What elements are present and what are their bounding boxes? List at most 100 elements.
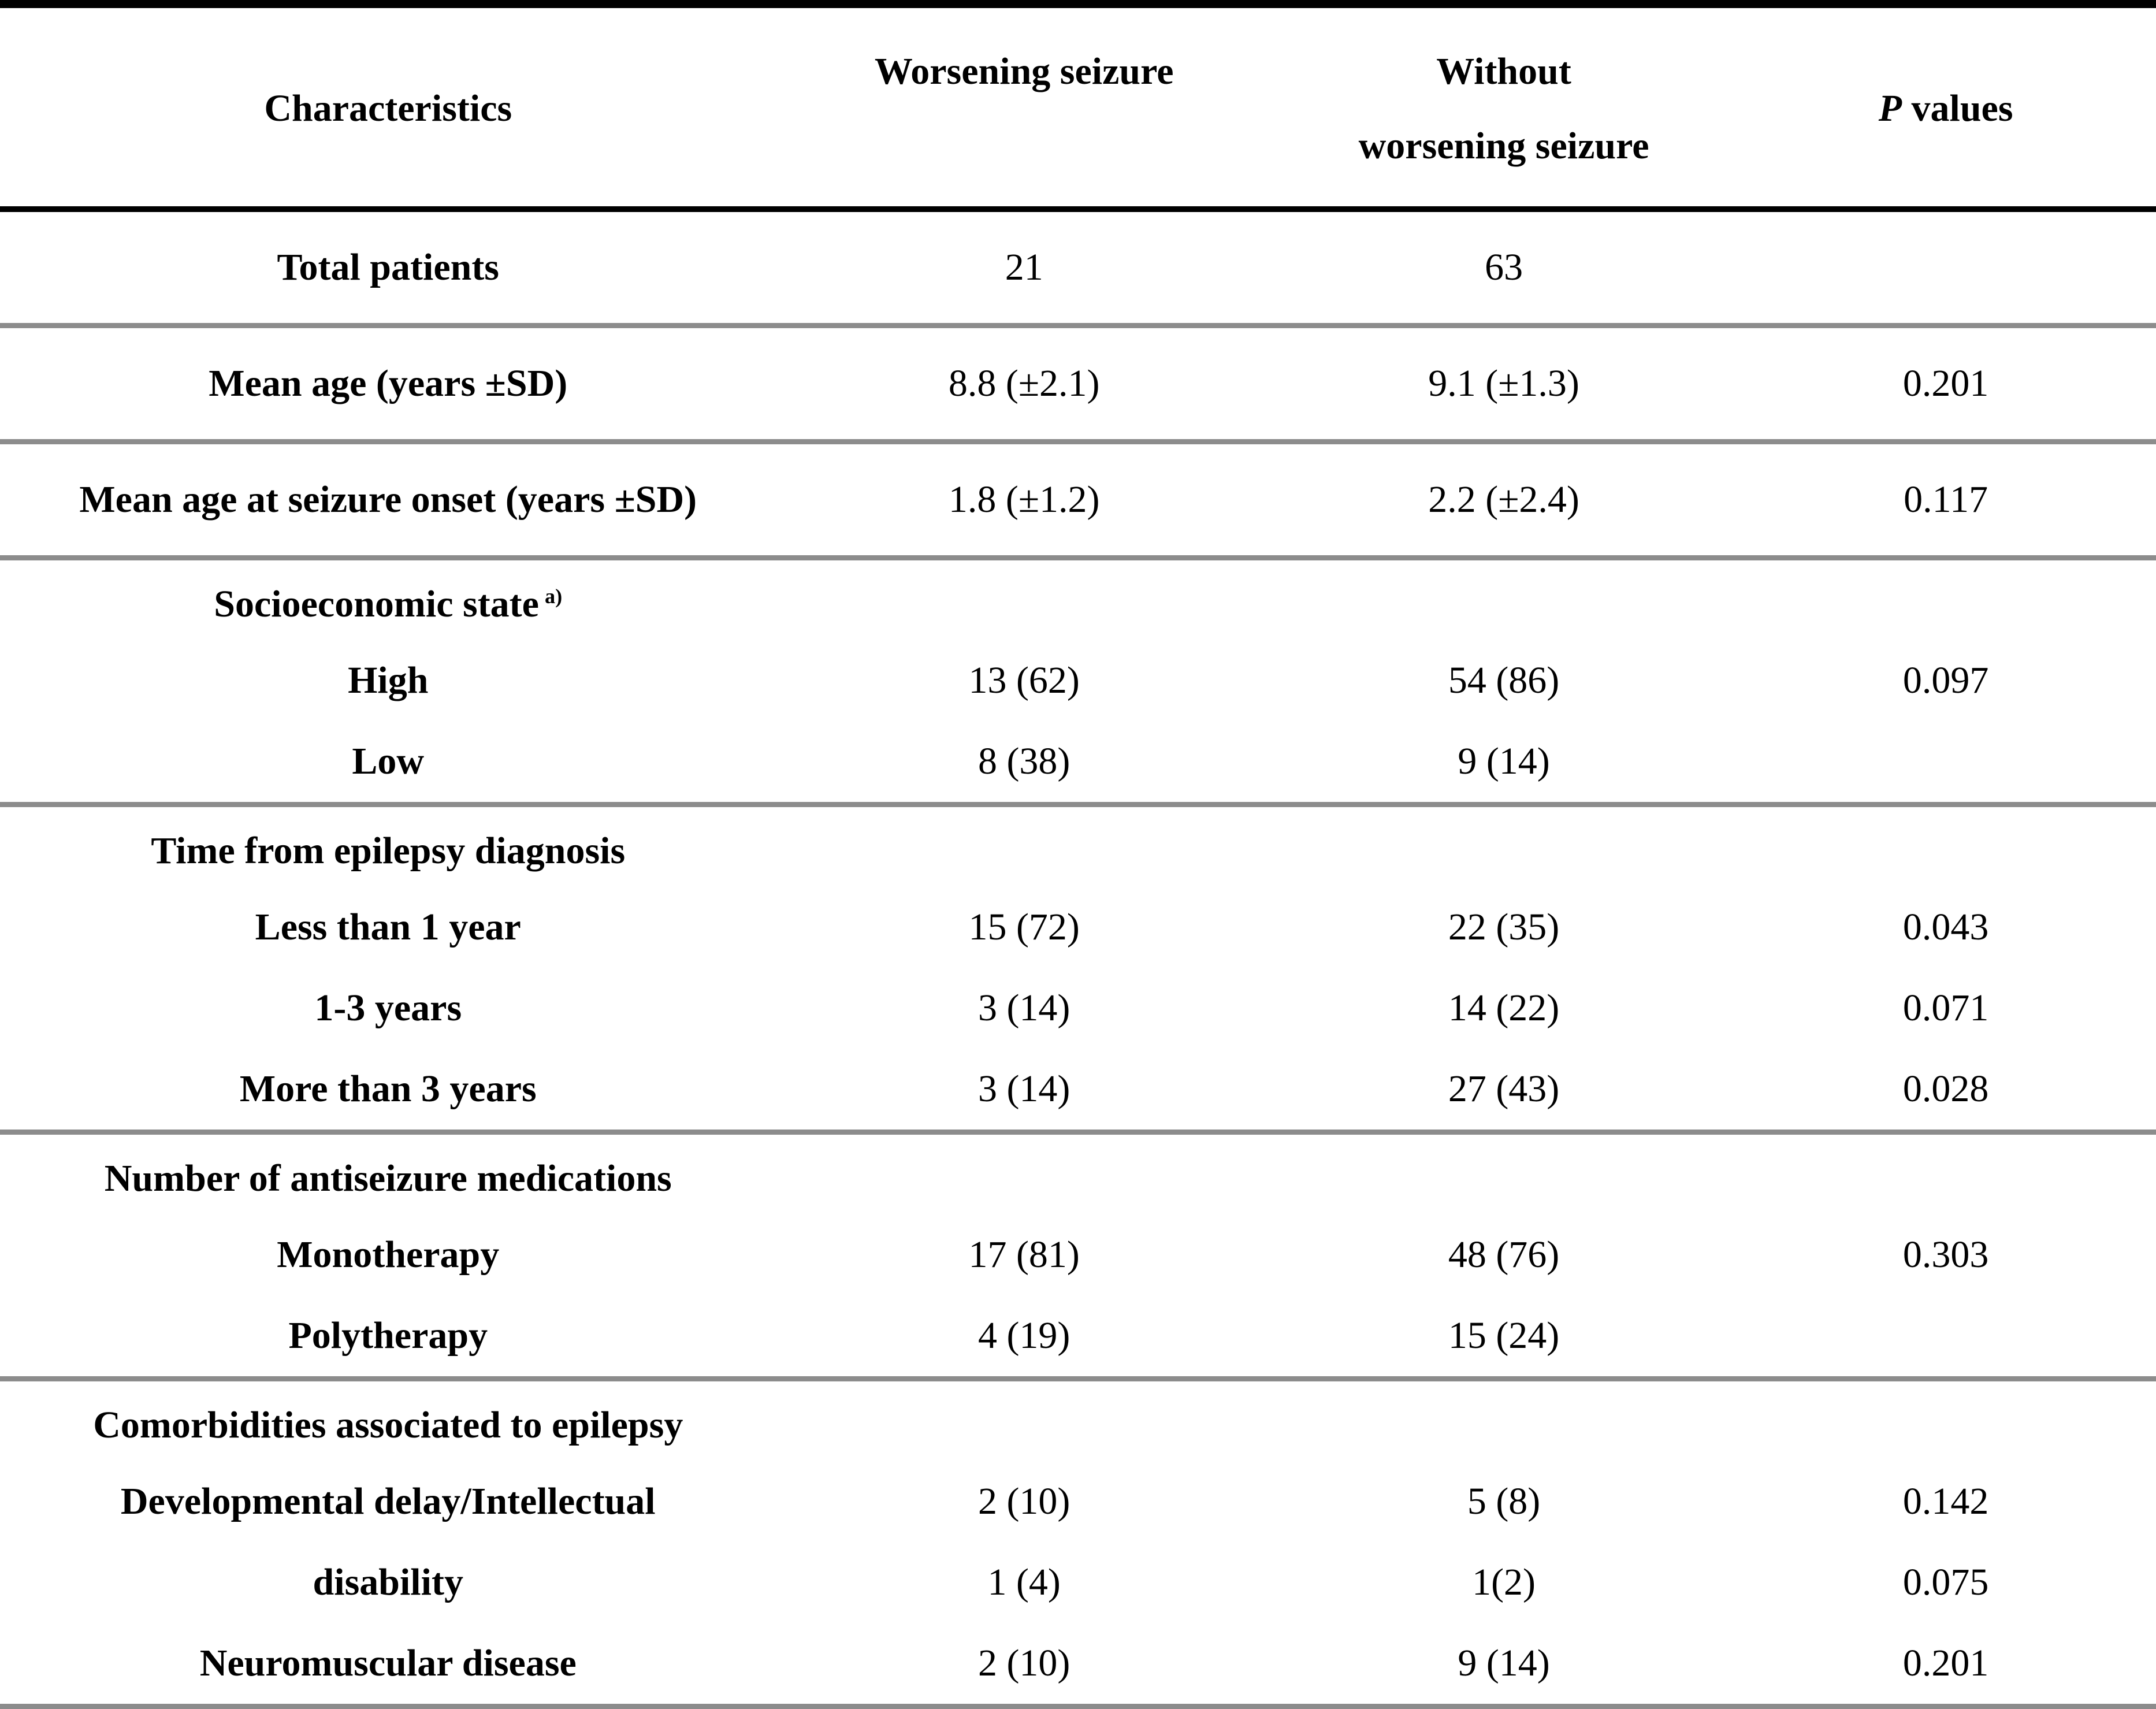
table-row-1-3-years: 1-3 years 3 (14) 14 (22) 0.071 [0,968,2156,1049]
table-row-less-than-1-year: Less than 1 year 15 (72) 22 (35) 0.043 [0,887,2156,968]
table-row-neuromuscular-disease: Neuromuscular disease 2 (10) 9 (14) 0.20… [0,1623,2156,1707]
cell-worsening: 13 (62) [968,659,1080,702]
cell-p-value: 0.201 [1902,362,1989,405]
table-row-disability: disability 1 (4) 1(2) 0.075 [0,1542,2156,1623]
cell-p-value: 0.201 [1902,1642,1989,1685]
table-row-mean-age-at-onset: Mean age at seizure onset (years ±SD) 1.… [0,442,2156,558]
cell-without: 9.1 (±1.3) [1428,362,1579,405]
without-worsening-line1: Without [1436,50,1571,92]
cell-without [1272,1379,1735,1462]
table-row-socioeconomic-low: Low 8 (38) 9 (14) [0,721,2156,805]
cell-without: 48 (76) [1448,1234,1560,1276]
section-label-text: Socioeconomic state [214,583,539,626]
column-header-without-worsening-seizure: Without worsening seizure [1272,4,1735,209]
cell-without: 22 (35) [1448,906,1560,949]
cell-p-value [1735,209,2156,326]
section-label: Socioeconomic state a) [0,558,776,641]
cell-p-value: 0.117 [1904,478,1988,521]
cell-p-value [1735,1295,2156,1379]
cell-p-value: 0.071 [1902,987,1989,1030]
cell-without: 2.2 (±2.4) [1428,478,1579,521]
cell-p-value: 0.075 [1902,1561,1989,1604]
cell-p-value: 0.043 [1902,906,1989,949]
column-header-p-values: P values [1735,4,2156,209]
cell-worsening: 2 (10) [977,1642,1070,1685]
section-label: Number of antiseizure medications [104,1157,672,1200]
table-row-total-patients: Total patients 21 63 [0,209,2156,326]
row-label: Less than 1 year [255,906,521,949]
cell-p-value [1735,721,2156,805]
cell-without [1272,805,1735,887]
table-row-monotherapy: Monotherapy 17 (81) 48 (76) 0.303 [0,1214,2156,1295]
cell-p-value [1735,1379,2156,1462]
row-label: More than 3 years [239,1068,537,1110]
cell-worsening: 15 (72) [968,906,1080,949]
row-label: Polytherapy [288,1314,488,1357]
cell-without [1272,1132,1735,1215]
cell-worsening: 3 (14) [977,987,1070,1030]
cell-worsening [776,1379,1272,1462]
cell-p-value [1735,558,2156,641]
section-row-socioeconomic-state: Socioeconomic state a) [0,558,2156,641]
header-row: Characteristics Worsening seizure Withou… [0,4,2156,210]
row-label: High [348,659,429,702]
cell-worsening [776,805,1272,887]
cell-without: 9 (14) [1458,740,1550,783]
row-label: Developmental delay/Intellectual [120,1480,656,1523]
p-values-label: P values [1735,72,2156,146]
cell-worsening: 8 (38) [977,740,1070,783]
row-label: Mean age at seizure onset (years ±SD) [79,478,697,521]
without-worsening-line2: worsening seizure [1358,124,1649,167]
p-values-italic-p: P [1878,87,1902,130]
cell-worsening [776,558,1272,641]
cell-worsening: 1.8 (±1.2) [948,478,1100,521]
cell-worsening: 3 (14) [977,1068,1070,1110]
cell-without: 15 (24) [1448,1314,1560,1357]
section-row-comorbidities: Comorbidities associated to epilepsy [0,1379,2156,1462]
cell-worsening: 8.8 (±2.1) [948,362,1100,405]
cell-p-value: 0.142 [1902,1480,1989,1523]
table-header: Characteristics Worsening seizure Withou… [0,4,2156,210]
table-row-more-than-3-years: More than 3 years 3 (14) 27 (43) 0.028 [0,1049,2156,1132]
cell-without [1272,558,1735,641]
cell-worsening: 1 (4) [987,1561,1061,1604]
cell-without: 54 (86) [1448,659,1560,702]
section-row-time-from-diagnosis: Time from epilepsy diagnosis [0,805,2156,887]
cell-without: 27 (43) [1448,1068,1560,1110]
column-header-characteristics-label: Characteristics [264,87,512,130]
cell-worsening: 21 [1005,246,1043,289]
row-label: 1-3 years [314,987,462,1030]
cell-worsening: 4 (19) [977,1314,1070,1357]
row-label: Total patients [277,246,499,289]
table-row-developmental-delay: Developmental delay/Intellectual 2 (10) … [0,1461,2156,1542]
cell-without: 5 (8) [1467,1480,1541,1523]
table-body: Total patients 21 63 Mean age (years ±SD… [0,209,2156,1707]
cell-p-value: 0.028 [1902,1068,1989,1110]
section-label: Time from epilepsy diagnosis [151,830,626,872]
row-label: Mean age (years ±SD) [209,362,568,405]
cell-without: 63 [1485,246,1523,289]
column-header-characteristics: Characteristics [0,4,776,209]
cell-p-value [1735,1132,2156,1215]
row-label: Monotherapy [277,1234,500,1276]
column-header-worsening-seizure-label: Worsening seizure [874,50,1174,92]
row-label: disability [313,1561,463,1604]
cell-without: 1(2) [1472,1561,1536,1604]
table-row-socioeconomic-high: High 13 (62) 54 (86) 0.097 [0,640,2156,721]
cell-p-value: 0.097 [1902,659,1989,702]
cell-worsening: 17 (81) [968,1234,1080,1276]
row-label: Low [352,740,425,783]
cell-p-value [1735,805,2156,887]
row-label: Neuromuscular disease [199,1642,577,1685]
table-row-mean-age: Mean age (years ±SD) 8.8 (±2.1) 9.1 (±1.… [0,326,2156,442]
footnote-marker-a: a) [544,585,563,608]
column-header-worsening-seizure: Worsening seizure [776,4,1272,209]
cell-p-value: 0.303 [1902,1234,1989,1276]
section-row-antiseizure-medications: Number of antiseizure medications [0,1132,2156,1215]
cell-without: 9 (14) [1458,1642,1550,1685]
cell-worsening [776,1132,1272,1215]
section-label: Comorbidities associated to epilepsy [93,1404,683,1447]
p-values-rest: values [1902,87,2013,130]
cell-without: 14 (22) [1448,987,1560,1030]
